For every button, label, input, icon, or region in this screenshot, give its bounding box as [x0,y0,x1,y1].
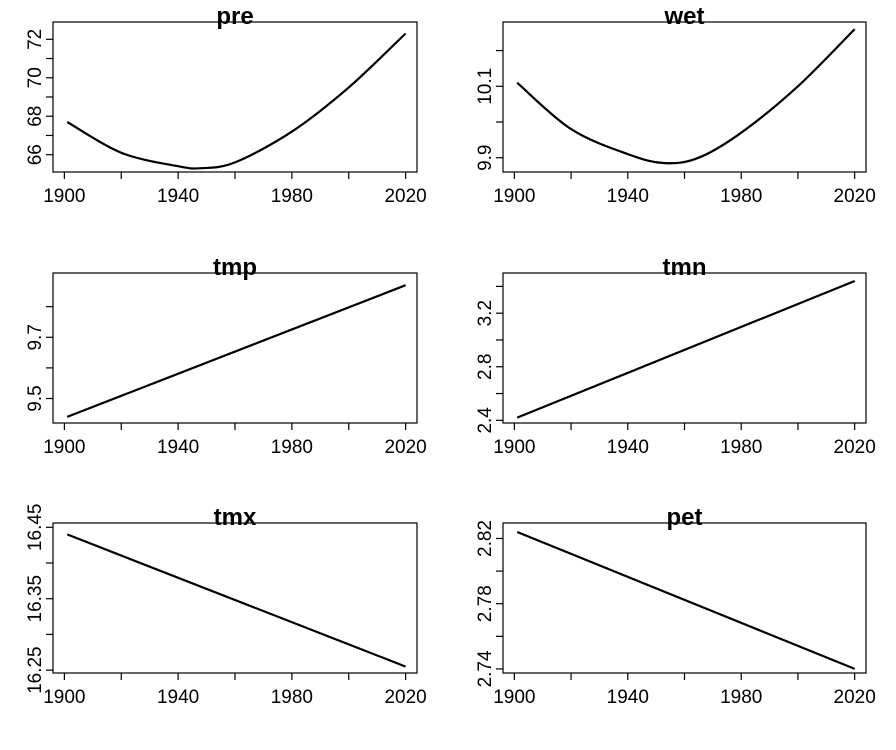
y-tick-label: 68 [25,106,46,127]
x-tick-label: 2020 [834,437,876,458]
x-tick-label: 1940 [157,186,199,207]
x-tick-label: 1980 [720,687,762,708]
series-line [516,530,856,670]
panel-tmx: tmx 1900 1940 1980 2020 16.25 16.35 16.45 [25,504,427,708]
x-tick-label: 1980 [720,186,762,207]
y-tick-label: 2.78 [475,585,496,622]
x-tick-label: 2020 [384,437,426,458]
y-tick-label: 2.82 [475,520,496,557]
x-tick-label: 1940 [607,186,649,207]
series-line [66,533,407,668]
y-tick-label: 16.45 [25,504,46,552]
y-tick-label: 9.5 [25,385,46,411]
x-tick-label: 1980 [271,437,313,458]
y-tick-label: 9.9 [475,145,496,171]
x-tick-label: 1940 [157,687,199,708]
y-tick-label: 66 [25,144,46,165]
series-line [66,32,407,170]
panel-tmp: tmp 1900 1940 1980 2020 9.5 9.7 [25,254,427,458]
x-tick-label: 1900 [493,687,535,708]
y-tick-label: 3.2 [475,300,496,326]
y-tick-label: 10.1 [475,68,496,105]
x-tick-label: 2020 [834,186,876,207]
x-tick-label: 1940 [157,437,199,458]
x-tick-label: 1900 [43,687,85,708]
series-line [516,279,856,419]
panel-title: wet [663,3,704,30]
x-tick-label: 1900 [493,437,535,458]
plot-frame [502,21,867,173]
panel-title: pre [216,3,253,30]
panel-title: tmn [663,254,707,281]
x-tick-label: 2020 [834,687,876,708]
y-tick-label: 16.25 [25,646,46,694]
panel-title: pet [667,504,703,531]
panel-pet: pet 1900 1940 1980 2020 2.74 2.78 2.82 [475,504,876,708]
series-line [516,28,856,165]
panel-pre: pre 1900 1940 1980 2020 66 68 70 72 [25,3,427,207]
y-tick-label: 9.7 [25,324,46,350]
x-tick-label: 2020 [384,186,426,207]
panel-wet: wet 1900 1940 1980 2020 9.9 10.1 [475,3,876,207]
x-tick-label: 1900 [43,437,85,458]
panel-tmn: tmn 1900 1940 1980 2020 2.4 2.8 3.2 [475,254,876,458]
x-tick-label: 1980 [720,437,762,458]
x-tick-label: 2020 [384,687,426,708]
panel-title: tmp [213,254,257,281]
y-tick-label: 16.35 [25,575,46,623]
series-line [66,284,406,418]
plot-frame [52,21,418,173]
x-tick-label: 1900 [493,186,535,207]
y-tick-label: 2.4 [475,407,496,434]
x-tick-label: 1940 [607,437,649,458]
x-tick-label: 1980 [271,186,313,207]
x-tick-label: 1980 [271,687,313,708]
panel-title: tmx [214,504,257,531]
x-tick-label: 1900 [43,186,85,207]
y-tick-label: 2.74 [475,650,496,687]
y-tick-label: 70 [25,67,46,88]
y-tick-label: 2.8 [475,354,496,380]
y-tick-label: 72 [25,29,46,50]
x-tick-label: 1940 [607,687,649,708]
